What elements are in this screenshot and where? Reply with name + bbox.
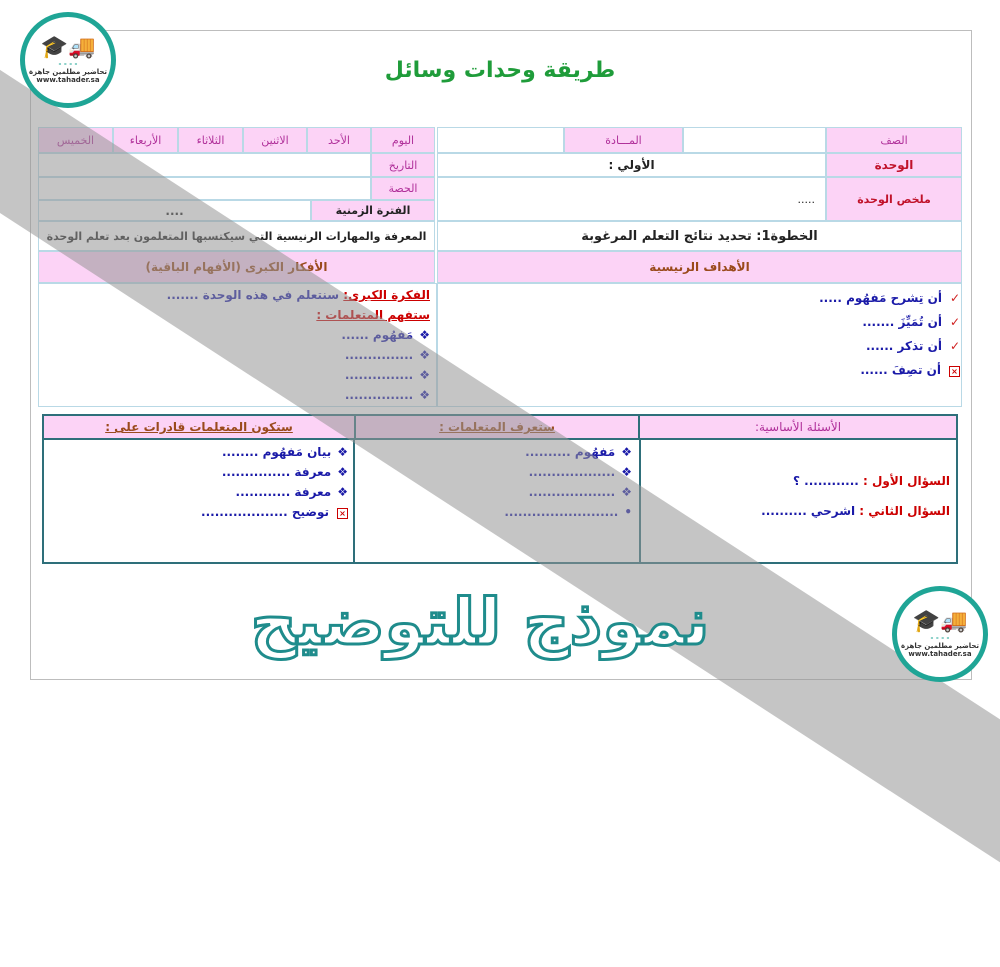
goal-item: ×أن تصِفَ ...... <box>819 358 960 382</box>
diamond-bullet-icon: ❖ <box>419 368 430 382</box>
goal-item: ✓أن تِشرح مَفهُوم ..... <box>819 291 960 305</box>
able-heading: ستكون المتعلمات قادرات على : <box>44 416 354 440</box>
truck-graduation-cap-icon: 🎓🚚 <box>912 609 968 634</box>
period-cells[interactable] <box>38 177 371 200</box>
able-list: ❖بيان مَفهُوم ........ ❖معرفة ..........… <box>201 445 348 519</box>
page-title: طريقة وحدات وسائل <box>384 58 616 83</box>
summary-value: ..... <box>437 177 826 221</box>
know-heading: ستعرف المتعلمات : <box>354 416 640 440</box>
check-icon: ✓ <box>949 315 960 329</box>
divider <box>639 440 641 562</box>
questions-list: السؤال الأول : ............ ؟ السؤال الث… <box>761 474 950 518</box>
goal-item: ✓أن تُمَيِّزَ ....... <box>862 315 960 329</box>
knowledge-heading: المعرفة والمهارات الرنيسية التي سيكتسبها… <box>38 221 435 251</box>
know-list: ❖مَفهُوم .......... ❖...................… <box>504 445 632 519</box>
big-ideas-list: الفكرة الكبرى: سنتعلم في هذه الوحدة ....… <box>166 288 430 402</box>
day-thursday: الخميس <box>38 127 113 153</box>
date-label: التاريخ <box>371 153 435 177</box>
logo-divider: - - - - <box>58 60 78 68</box>
duration-value: .... <box>38 200 311 221</box>
day-sunday: الأحد <box>307 127 371 153</box>
unit-label: الوحدة <box>826 153 962 177</box>
step1-heading: الخطوة1: تحديد نتائج التعلم المرغوبة <box>437 221 962 251</box>
goal-item: ✓أن تذكر ...... <box>865 339 960 353</box>
check-icon: ✓ <box>949 291 960 305</box>
logo-bottom: 🎓🚚 - - - - تحاضير مطلمين جاهزة www.tahad… <box>892 586 988 682</box>
logo-text: تحاضير مطلمين جاهزة <box>900 642 980 650</box>
logo-url: www.tahader.sa <box>908 650 972 658</box>
logo-url: www.tahader.sa <box>36 76 100 84</box>
diamond-bullet-icon: ❖ <box>419 348 430 362</box>
questions-heading: الأسئلة الأساسية: <box>640 416 956 440</box>
day-wednesday: الأربعاء <box>113 127 178 153</box>
unit-value: الأولي : <box>437 153 826 177</box>
grade-label: الصف <box>826 127 962 153</box>
diamond-bullet-icon: ❖ <box>419 328 430 342</box>
grade-value[interactable] <box>683 127 826 153</box>
check-icon: ✓ <box>949 339 960 353</box>
subject-label: المـــادة <box>564 127 683 153</box>
goals-heading: الأهداف الرنيسية <box>437 251 962 283</box>
diamond-bullet-icon: ❖ <box>337 445 348 459</box>
summary-label: ملخص الوحدة <box>826 177 962 221</box>
diamond-bullet-icon: ❖ <box>621 485 632 499</box>
logo-divider: - - - - <box>930 634 950 642</box>
x-box-icon: × <box>337 508 348 519</box>
period-label: الحصة <box>371 177 435 200</box>
logo-top: 🎓🚚 - - - - تحاضير مطلمين جاهزة www.tahad… <box>20 12 116 108</box>
big-ideas-heading: الأفكار الكبرى (الأفهام الباقية) <box>38 251 435 283</box>
duration-label: الفترة الزمنية <box>311 200 435 221</box>
day-monday: الاثنين <box>243 127 307 153</box>
divider <box>353 440 355 562</box>
diamond-bullet-icon: ❖ <box>337 465 348 479</box>
dot-bullet-icon: • <box>624 505 632 519</box>
logo-text: تحاضير مطلمين جاهزة <box>28 68 108 76</box>
day-tuesday: الثلاثاء <box>178 127 243 153</box>
diamond-bullet-icon: ❖ <box>621 445 632 459</box>
goals-list: ✓أن تِشرح مَفهُوم ..... ✓أن تُمَيِّزَ ..… <box>819 286 960 382</box>
diamond-bullet-icon: ❖ <box>621 465 632 479</box>
x-box-icon: × <box>949 366 960 377</box>
truck-graduation-cap-icon: 🎓🚚 <box>40 35 96 60</box>
diamond-bullet-icon: ❖ <box>419 388 430 402</box>
diamond-bullet-icon: ❖ <box>337 485 348 499</box>
date-cells[interactable] <box>38 153 371 177</box>
day-label: اليوم <box>371 127 435 153</box>
subject-value[interactable] <box>437 127 564 153</box>
